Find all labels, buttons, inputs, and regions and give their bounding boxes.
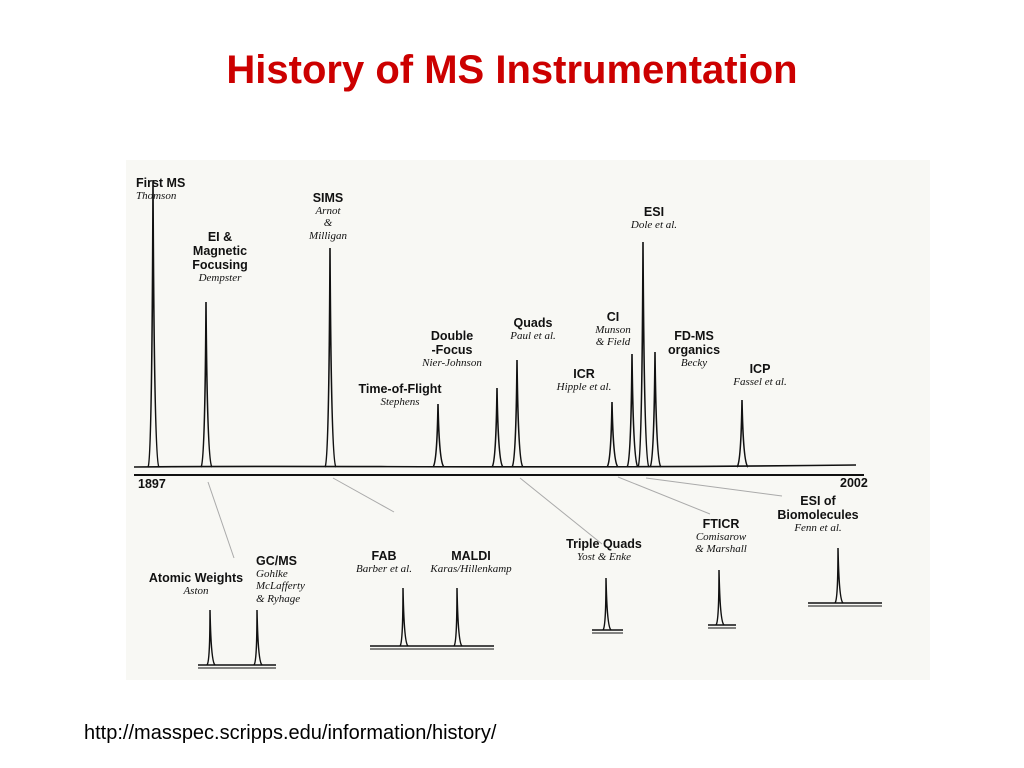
atomic-weights-leader-line	[207, 481, 235, 559]
gc-ms-authors: McLafferty	[256, 580, 305, 593]
ci-authors: Munson	[595, 324, 631, 336]
ci-peak	[626, 353, 639, 468]
atomic-weights-authors: Aston	[183, 585, 209, 597]
fd-ms-organics-authors: Becky	[680, 357, 708, 369]
time-of-flight-peak	[432, 403, 445, 468]
esi-biomolecules-name: ESI of	[800, 494, 836, 508]
gc-ms-authors: & Ryhage	[256, 592, 301, 605]
esi-label: ESI Dole et al.	[631, 205, 677, 231]
icr-peak	[606, 401, 619, 468]
icp-name: ICP	[749, 362, 771, 376]
ei-magnetic-focusing-authors: Dempster	[198, 272, 242, 284]
esi-biomolecules-authors: Fenn et al.	[794, 522, 842, 534]
double-focus-label: Double -Focus Nier-Johnson	[422, 329, 482, 369]
sims-authors: Milligan	[309, 229, 347, 242]
slide-title: History of MS Instrumentation	[226, 48, 798, 92]
ei-magnetic-focusing-name: Magnetic	[192, 244, 248, 258]
atomic-weights-label: Atomic Weights Aston	[149, 571, 243, 597]
sims-name: SIMS	[312, 191, 344, 205]
axis-end-year: 2002	[840, 476, 868, 490]
icr-label: ICR Hipple et al.	[557, 367, 612, 393]
esi-biomolecules-leader-line	[645, 477, 783, 497]
esi-biomolecules-inset-peak	[834, 547, 844, 604]
fticr-name: FTICR	[702, 517, 740, 531]
fticr-label: FTICR Comisarow & Marshall	[695, 517, 747, 556]
sims-peak	[324, 247, 337, 468]
double-focus-name: Double	[430, 329, 474, 343]
gc-ms-authors: Gohlke	[256, 568, 288, 580]
quads-label: Quads Paul et al.	[510, 316, 556, 342]
triple-quads-authors: Yost & Enke	[577, 551, 631, 563]
fab-inset-peak	[399, 587, 409, 647]
icr-name: ICR	[573, 367, 595, 381]
first-ms-authors: Thomson	[136, 190, 177, 202]
first-ms-label: First MS Thomson	[136, 176, 185, 202]
fd-ms-organics-name: FD-MS	[674, 329, 714, 343]
source-url-link[interactable]: http://masspec.scripps.edu/information/h…	[84, 722, 497, 744]
triple-quads-name: Triple Quads	[566, 537, 642, 551]
first-ms-name: First MS	[136, 176, 186, 190]
triple-quads-leader-line	[519, 477, 603, 545]
quads-peak	[511, 359, 524, 468]
fab-leader-line	[332, 477, 395, 513]
triple-quads-label: Triple Quads Yost & Enke	[566, 537, 642, 563]
time-of-flight-name: Time-of-Flight	[358, 382, 442, 396]
fticr-authors: Comisarow	[695, 531, 747, 543]
ci-name: CI	[606, 310, 620, 324]
double-focus-name: -Focus	[431, 343, 473, 357]
ei-magnetic-focusing-peak	[200, 301, 213, 468]
fab-name: FAB	[371, 549, 397, 563]
gc-ms-label: GC/MS Gohlke McLafferty & Ryhage	[256, 554, 305, 605]
sims-label: SIMS Arnot & Milligan	[309, 191, 347, 242]
ei-magnetic-focusing-name: EI &	[207, 230, 233, 244]
time-of-flight-label: Time-of-Flight Stephens	[358, 382, 441, 408]
double-focus-authors: Nier-Johnson	[422, 357, 482, 369]
gc-ms-inset-peak	[253, 609, 263, 666]
double-focus-peak	[491, 387, 504, 468]
fd-ms-organics-peak	[649, 351, 662, 468]
icp-label: ICP Fassel et al.	[733, 362, 786, 388]
icp-authors: Fassel et al.	[733, 376, 787, 388]
fticr-leader-line	[617, 476, 711, 515]
quads-name: Quads	[513, 316, 553, 330]
fab-authors: Barber et al.	[356, 563, 412, 575]
sims-authors: &	[323, 217, 333, 230]
icr-authors: Hipple et al.	[556, 381, 612, 393]
icp-peak	[736, 399, 749, 468]
triple-quads-inset-peak	[602, 577, 612, 631]
axis-start-year: 1897	[138, 477, 166, 491]
atomic-weights-name: Atomic Weights	[148, 571, 244, 585]
first-ms-peak	[147, 179, 160, 468]
ci-authors: & Field	[595, 336, 631, 349]
maldi-inset-peak	[453, 587, 463, 647]
esi-name: ESI	[643, 205, 665, 219]
esi-authors: Dole et al.	[630, 219, 678, 231]
timeline-graphic	[133, 179, 882, 669]
ms-history-diagram: 1897 2002 First MS Thomson EI & Magnetic Foc…	[126, 160, 930, 680]
maldi-authors: Karas/Hillenkamp	[430, 563, 512, 575]
maldi-name: MALDI	[451, 549, 491, 563]
gc-ms-name: GC/MS	[256, 554, 297, 568]
quads-authors: Paul et al.	[510, 330, 556, 342]
fticr-authors: & Marshall	[695, 543, 747, 556]
ci-label: CI Munson & Field	[595, 310, 630, 349]
fd-ms-organics-name: organics	[667, 343, 721, 357]
esi-biomolecules-label: ESI of Biomolecules Fenn et al.	[777, 494, 858, 534]
ei-magnetic-focusing-name: Focusing	[192, 258, 248, 272]
esi-biomolecules-name: Biomolecules	[777, 508, 859, 522]
esi-peak	[637, 241, 650, 468]
fab-label: FAB Barber et al.	[356, 549, 412, 575]
fticr-inset-peak	[715, 569, 725, 626]
atomic-weights-inset-peak	[206, 609, 216, 666]
fd-ms-organics-label: FD-MS organics Becky	[668, 329, 720, 369]
ei-magnetic-focusing-label: EI & Magnetic Focusing Dempster	[192, 230, 248, 284]
time-of-flight-authors: Stephens	[380, 396, 420, 408]
maldi-label: MALDI Karas/Hillenkamp	[430, 549, 511, 575]
sims-authors: Arnot	[315, 205, 341, 217]
